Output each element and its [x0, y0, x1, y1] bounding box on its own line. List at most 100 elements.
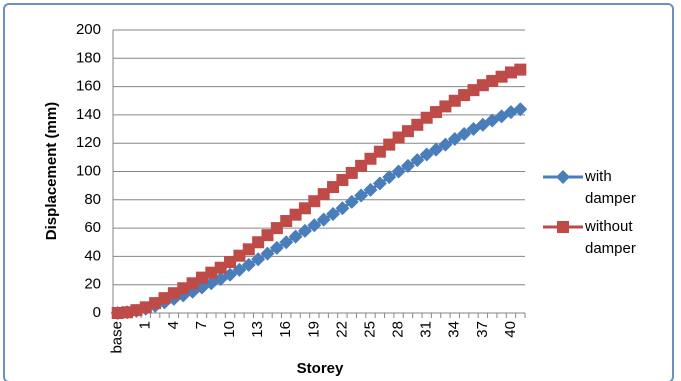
point: [430, 106, 443, 119]
point: [447, 131, 462, 146]
point: [327, 181, 340, 194]
x-tick-label: 34: [446, 321, 463, 338]
point: [504, 66, 517, 79]
x-tick-label: base: [109, 321, 126, 354]
point: [205, 266, 218, 279]
point: [177, 282, 190, 295]
point: [383, 138, 396, 151]
point: [316, 212, 331, 227]
point: [354, 188, 369, 203]
point: [439, 100, 452, 113]
point: [308, 195, 321, 208]
point: [476, 79, 489, 92]
point: [401, 125, 414, 138]
point: [260, 246, 275, 261]
x-tick-label: 31: [418, 321, 435, 338]
point: [556, 170, 570, 184]
point: [335, 201, 350, 216]
x-tick-label: 16: [277, 321, 294, 338]
point: [121, 306, 134, 319]
point: [130, 304, 143, 317]
frame: [3, 3, 674, 381]
y-tick-label: 60: [84, 219, 101, 236]
point: [373, 145, 386, 158]
y-tick-label: 140: [76, 106, 101, 123]
point: [269, 240, 284, 255]
point: [149, 297, 162, 310]
y-axis-title: Displacement (mm): [43, 102, 60, 240]
x-tick-label: 28: [390, 321, 407, 338]
legend-label: without damper: [585, 218, 636, 257]
x-tick-label: 40: [502, 321, 519, 338]
legend-label: with damper: [585, 168, 636, 207]
point: [355, 159, 368, 172]
point: [336, 173, 349, 186]
point: [457, 127, 472, 142]
point: [486, 74, 499, 87]
x-axis-title: Storey: [297, 360, 344, 377]
point: [557, 221, 569, 233]
point: [261, 229, 274, 242]
x-tick-label: 13: [249, 321, 266, 338]
x-tick-label: 10: [221, 321, 238, 338]
point: [242, 243, 255, 256]
y-tick-label: 120: [76, 134, 101, 151]
x-tick-label: 22: [333, 321, 350, 338]
point: [139, 301, 152, 314]
x-tick-label: 37: [474, 321, 491, 338]
point: [326, 206, 341, 221]
point: [307, 218, 322, 233]
point: [363, 182, 378, 197]
point: [420, 111, 433, 124]
point: [288, 229, 303, 244]
x-tick-label: 25: [361, 321, 378, 338]
point: [280, 215, 293, 228]
point: [298, 202, 311, 215]
point: [410, 153, 425, 168]
point: [391, 164, 406, 179]
point: [344, 194, 359, 209]
y-tick-label: 160: [76, 78, 101, 95]
point: [233, 249, 246, 262]
y-tick-label: 100: [76, 162, 101, 179]
point: [372, 176, 387, 191]
point: [289, 208, 302, 221]
point: [158, 292, 171, 305]
point: [111, 307, 124, 319]
point: [252, 236, 265, 249]
x-tick-label: 19: [305, 321, 322, 338]
point: [297, 223, 312, 238]
y-tick-label: 0: [93, 304, 101, 321]
point: [195, 271, 208, 284]
point: [270, 222, 283, 235]
point: [514, 63, 527, 76]
point: [251, 252, 266, 267]
point: [448, 94, 461, 107]
point: [495, 70, 508, 83]
point: [419, 147, 434, 162]
y-tick-label: 80: [84, 191, 101, 208]
point: [467, 84, 480, 97]
point: [382, 170, 397, 185]
point: [186, 277, 199, 290]
point: [400, 158, 415, 173]
point: [279, 235, 294, 250]
point: [167, 287, 180, 300]
point: [392, 131, 405, 144]
point: [411, 118, 424, 131]
y-tick-label: 180: [76, 49, 101, 66]
point: [458, 89, 471, 102]
point: [224, 256, 237, 269]
point: [438, 137, 453, 152]
x-tick-label: 1: [137, 321, 154, 329]
point: [364, 152, 377, 165]
point: [513, 102, 528, 117]
point: [429, 142, 444, 157]
point: [214, 261, 227, 274]
y-tick-label: 200: [76, 21, 101, 38]
x-tick-label: 7: [193, 321, 210, 329]
point: [345, 166, 358, 179]
y-tick-label: 20: [84, 276, 101, 293]
